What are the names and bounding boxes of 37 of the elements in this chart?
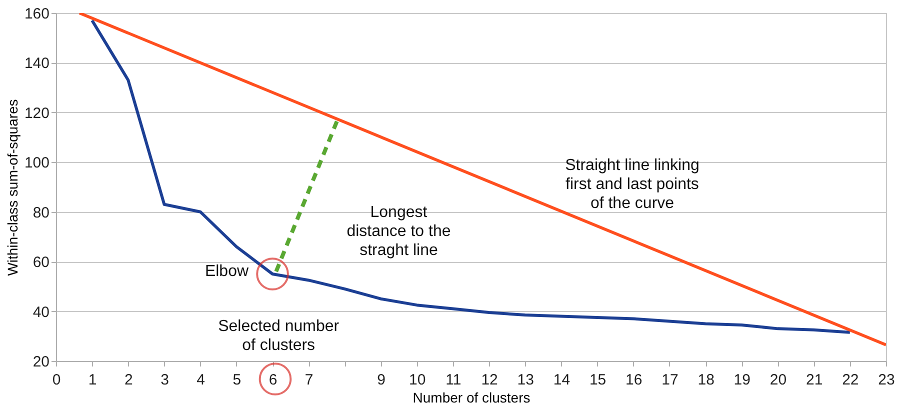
x-tick-label: 3	[160, 372, 169, 388]
x-tick-label: 10	[409, 372, 426, 388]
x-tick-label: 14	[553, 372, 570, 388]
y-tick-label: 40	[32, 304, 50, 321]
x-tick-label: 1	[88, 372, 97, 388]
y-tick-label: 100	[24, 154, 50, 172]
x-tick-label: 5	[232, 372, 242, 388]
x-tick-label: 21	[806, 372, 823, 388]
annotation: Elbow	[204, 263, 249, 280]
y-axis-title: Within-class sum-of-squares	[4, 99, 20, 276]
x-tick-label: 19	[734, 372, 750, 388]
x-axis-title: Number of clusters	[412, 390, 530, 406]
x-tick-label: 22	[842, 372, 859, 388]
x-tick-label: 16	[626, 372, 642, 388]
annotation: Straight line linking first and last points of the curve	[565, 157, 700, 212]
annotation: Selected number of clusters	[218, 318, 340, 354]
y-tick-label: 160	[24, 6, 50, 22]
x-tick-label: 15	[589, 372, 606, 388]
y-tick-label: 140	[24, 55, 50, 72]
x-tick-label: 18	[698, 372, 714, 388]
y-tick-label: 60	[32, 254, 50, 272]
y-tick-label: 120	[24, 104, 50, 122]
x-tick-label: 0	[52, 372, 61, 388]
x-tick-label: 2	[124, 372, 133, 388]
x-tick-label: 12	[481, 372, 498, 388]
x-tick-label: 13	[517, 372, 534, 388]
y-tick-label: 80	[32, 204, 50, 222]
x-tick-label: 11	[446, 372, 462, 388]
x-tick-label: 6	[268, 372, 278, 388]
annotation: Longest distance to the straght line	[346, 204, 451, 260]
x-tick-label: 4	[196, 372, 206, 388]
x-tick-label: 9	[377, 372, 386, 388]
x-tick-label: 17	[662, 372, 678, 388]
y-tick-label: 20	[32, 354, 50, 370]
x-tick-label: 20	[770, 372, 787, 388]
x-tick-label: 7	[304, 372, 314, 388]
x-tick-label: 23	[878, 372, 895, 388]
